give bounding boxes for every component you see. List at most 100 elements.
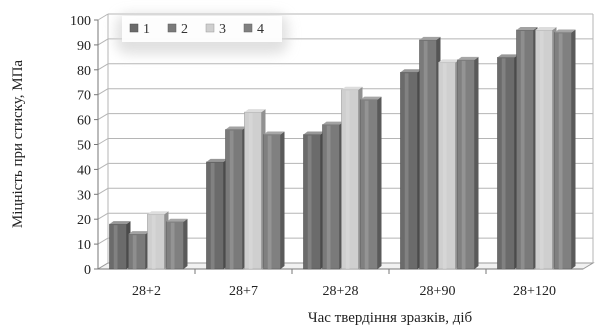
bar-side: [571, 29, 576, 270]
gridline-side: [97, 63, 109, 71]
bar: [244, 109, 266, 270]
gridline-side: [97, 138, 109, 145]
bar: [419, 36, 441, 270]
gridline-side: [97, 212, 109, 220]
bar-top: [263, 131, 285, 135]
legend-swatch: [129, 23, 139, 33]
bar: [516, 26, 538, 270]
bar-side: [474, 56, 479, 270]
bar-top: [497, 54, 519, 58]
x-axis-title: Час твердіння зразків, діб: [308, 310, 473, 326]
bar-front: [400, 71, 418, 270]
bar-top: [535, 26, 557, 30]
bar: [497, 54, 519, 270]
y-tick-label: 30: [77, 188, 91, 203]
bar-top: [341, 86, 363, 90]
legend-label: 3: [219, 22, 226, 37]
bar-highlight: [210, 162, 215, 269]
bar-highlight: [501, 58, 506, 269]
bar-highlight: [345, 90, 350, 269]
bar-side: [377, 96, 382, 270]
bar-top: [516, 26, 538, 30]
legend-swatch: [205, 23, 215, 33]
bar-front: [457, 59, 475, 270]
bar-highlight: [404, 73, 409, 269]
legend-label: 1: [143, 22, 150, 37]
legend-label: 2: [181, 22, 188, 37]
bar: [206, 158, 228, 270]
y-tick-label: 60: [77, 114, 91, 129]
y-axis-title: Міцність при стиску, МПа: [10, 60, 26, 228]
bar: [400, 69, 422, 270]
legend: 1 2 3 4: [116, 14, 288, 54]
gridline-side: [97, 162, 109, 170]
bar-front: [128, 233, 146, 270]
bar-top: [128, 231, 150, 235]
bar-front: [109, 223, 127, 270]
bar: [166, 218, 188, 270]
bar-front: [419, 39, 437, 270]
gridline-side: [97, 13, 109, 21]
bar: [109, 221, 131, 270]
legend-swatch: [167, 23, 177, 33]
bar-front: [341, 89, 359, 270]
bars: [109, 26, 576, 270]
bar-top: [457, 56, 479, 60]
bar-front: [438, 62, 456, 270]
bar-highlight: [132, 235, 137, 269]
x-tick-label: 28+28: [323, 284, 359, 299]
bar-top: [322, 121, 344, 125]
bar-front: [206, 161, 224, 270]
bar: [341, 86, 363, 270]
bar-top: [147, 211, 169, 215]
bar: [263, 131, 285, 270]
bar-front: [497, 57, 515, 270]
bar-highlight: [461, 60, 466, 270]
bar: [147, 211, 169, 270]
bar-highlight: [539, 30, 544, 270]
bar-front: [360, 99, 378, 270]
bar-highlight: [267, 135, 272, 269]
x-tick-label: 28+7: [229, 284, 258, 299]
bar-highlight: [229, 130, 234, 269]
bar: [360, 96, 382, 270]
bar-top: [303, 131, 325, 135]
bar-side: [183, 218, 188, 269]
y-tick-label: 10: [77, 238, 91, 253]
gridline-side: [97, 113, 109, 121]
bar: [554, 29, 576, 270]
bar: [322, 121, 344, 270]
bar-side: [280, 131, 285, 269]
bar-front: [535, 29, 553, 270]
y-tick-label: 20: [77, 213, 91, 228]
bar-front: [303, 134, 321, 270]
bar-top: [109, 221, 131, 225]
bar-top: [400, 69, 422, 73]
y-tick-label: 0: [84, 263, 91, 278]
bar-front: [516, 29, 534, 270]
bar: [303, 131, 325, 270]
bar-top: [438, 59, 460, 63]
y-tick-label: 40: [77, 163, 91, 178]
bar-front: [554, 32, 572, 270]
bar-top: [225, 126, 247, 130]
y-tick-label: 90: [77, 39, 91, 54]
bar-front: [147, 213, 165, 270]
bar-front: [166, 221, 184, 270]
bar-top: [554, 29, 576, 33]
tick-labels: 0 10 20 30 40 50 60 70 80 90 100 28+2 28+7 28+28 28+90…: [70, 14, 556, 299]
bar-highlight: [151, 215, 156, 269]
bar-highlight: [364, 100, 369, 270]
gridline-side: [97, 187, 109, 195]
bar-front: [225, 129, 243, 270]
bar-front: [263, 134, 281, 270]
bar: [128, 231, 150, 270]
bar-top: [360, 96, 382, 100]
bar-highlight: [170, 222, 175, 269]
y-tick-label: 80: [77, 64, 91, 79]
bar-front: [322, 124, 340, 270]
x-tick-label: 28+120: [513, 284, 556, 299]
bar: [457, 56, 479, 270]
